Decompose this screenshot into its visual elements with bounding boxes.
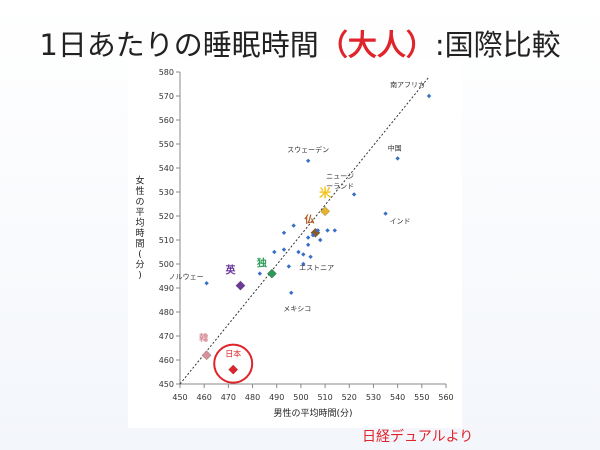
point-label: 独	[257, 257, 267, 270]
title-suffix: :国際比較	[434, 28, 561, 62]
y-tick-label: 490	[159, 284, 174, 293]
point-label: ニュージーランド	[326, 172, 354, 190]
point-label: 日本	[225, 349, 241, 359]
y-tick-label: 450	[159, 380, 174, 389]
data-point	[308, 254, 313, 259]
data-point	[266, 268, 277, 279]
data-point	[383, 211, 388, 216]
data-point	[272, 249, 277, 255]
data-point	[318, 237, 323, 243]
data-point	[204, 281, 209, 286]
chart-axes	[179, 72, 446, 385]
data-point	[305, 235, 311, 240]
chart-area: 450 460 470 480 490 500 510 520 530 540 550 560 450 4…	[128, 60, 462, 428]
point-label: インド	[390, 218, 411, 226]
chart-ticks: 450 460 470 480 490 500 510 520 530 540 550 560 450 4…	[159, 68, 454, 402]
point-label: 仏	[304, 214, 314, 226]
data-point	[315, 228, 321, 233]
x-tick-label: 530	[366, 393, 381, 402]
data-point	[301, 261, 306, 267]
y-tick-label: 500	[159, 260, 174, 269]
y-tick-label: 510	[159, 236, 174, 245]
point-label: 米	[319, 185, 332, 200]
data-point	[291, 223, 296, 228]
y-tick-label: 570	[159, 92, 174, 101]
data-point	[310, 233, 316, 238]
reference-line	[179, 76, 430, 385]
x-tick-label: 550	[414, 393, 429, 402]
data-point	[426, 93, 432, 99]
x-tick-label: 470	[221, 393, 236, 402]
y-tick-label: 550	[159, 140, 174, 149]
x-tick-label: 520	[342, 393, 357, 402]
scatter-chart: 450 460 470 480 490 500 510 520 530 540 550 560 450 4…	[135, 68, 454, 419]
point-label: 南アフリカ	[390, 80, 425, 89]
data-point	[296, 249, 301, 255]
title-paren-close: ）	[405, 28, 435, 62]
data-points	[201, 93, 432, 375]
data-point	[289, 290, 294, 295]
point-label: スウェーデン	[287, 145, 329, 154]
data-point	[286, 264, 292, 269]
y-tick-label: 460	[159, 356, 174, 365]
x-tick-label: 560	[438, 393, 453, 402]
point-label: エストニア	[299, 264, 334, 272]
point-label: 韓	[199, 332, 208, 344]
y-tick-label: 540	[159, 164, 174, 173]
data-point	[305, 158, 311, 163]
x-tick-label: 510	[317, 393, 332, 402]
x-axis-label: 男性の平均時間(分)	[273, 407, 352, 419]
data-point	[281, 247, 287, 252]
data-point	[351, 192, 357, 197]
data-point	[281, 230, 287, 235]
y-tick-label: 470	[159, 332, 174, 341]
data-point	[201, 350, 212, 361]
title-prefix: 1日あたりの睡眠時間	[39, 28, 319, 62]
x-tick-label: 490	[269, 393, 284, 402]
point-label: 英	[224, 264, 236, 277]
reference-line-group	[179, 76, 430, 385]
source-note: 日経デュアルより	[362, 429, 474, 445]
title-highlight: 大人	[347, 28, 406, 62]
data-point	[305, 242, 311, 247]
data-point	[228, 364, 239, 375]
data-point	[325, 228, 330, 233]
y-tick-label: 530	[159, 188, 174, 197]
y-axis-label: 女性の平均時間(分)	[135, 175, 144, 282]
point-label: メキシコ	[283, 305, 311, 313]
title-paren-open: （	[318, 28, 348, 62]
point-label: 中国	[388, 143, 402, 152]
data-point	[320, 206, 331, 217]
data-point	[257, 271, 262, 276]
x-tick-label: 460	[197, 393, 212, 402]
y-tick-label: 520	[159, 212, 174, 221]
data-point	[395, 156, 400, 161]
x-tick-label: 540	[390, 393, 405, 402]
y-tick-label: 480	[159, 308, 174, 317]
y-tick-label: 560	[159, 116, 174, 125]
x-tick-label: 500	[293, 393, 308, 402]
point-label: ノルウェー	[169, 273, 204, 281]
y-tick-label: 580	[159, 68, 174, 77]
x-tick-label: 450	[172, 393, 187, 402]
data-point	[332, 228, 337, 233]
data-point	[235, 280, 246, 291]
page-title: 1日あたりの睡眠時間（大人）:国際比較	[0, 22, 600, 64]
data-point	[301, 252, 306, 257]
x-tick-label: 480	[245, 393, 260, 402]
highlight-circle	[213, 343, 254, 384]
